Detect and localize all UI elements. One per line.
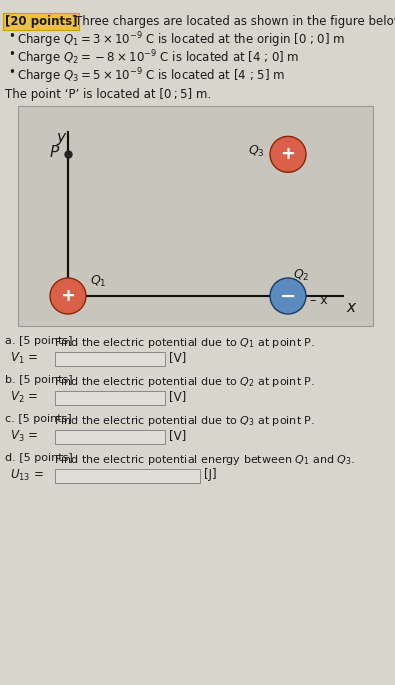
Circle shape (270, 278, 306, 314)
Text: [V]: [V] (169, 351, 186, 364)
Text: a. [5 points]: a. [5 points] (5, 336, 76, 346)
Text: $Q_1$: $Q_1$ (90, 274, 107, 289)
Text: •: • (8, 66, 15, 79)
Text: Charge $Q_3 = 5 \times 10^{-9}$ C is located at [4 ; 5] m: Charge $Q_3 = 5 \times 10^{-9}$ C is loc… (17, 66, 285, 86)
Text: x: x (346, 300, 355, 315)
FancyBboxPatch shape (55, 469, 200, 483)
Text: Find the electric potential due to $Q_1$ at point P.: Find the electric potential due to $Q_1$… (54, 336, 315, 350)
Text: •: • (8, 48, 15, 61)
FancyBboxPatch shape (55, 352, 165, 366)
Text: Charge $Q_2 = -8 \times 10^{-9}$ C is located at [4 ; 0] m: Charge $Q_2 = -8 \times 10^{-9}$ C is lo… (17, 48, 299, 68)
Text: Charge $Q_1 = 3 \times 10^{-9}$ C is located at the origin [0 ; 0] m: Charge $Q_1 = 3 \times 10^{-9}$ C is loc… (17, 30, 345, 49)
Text: [V]: [V] (169, 390, 186, 403)
Text: c. [5 points]: c. [5 points] (5, 414, 75, 424)
Text: $Q_2$: $Q_2$ (293, 268, 309, 283)
Text: $V_1$ =: $V_1$ = (10, 351, 38, 366)
Text: •: • (8, 30, 15, 43)
Text: d. [5 points]: d. [5 points] (5, 453, 76, 463)
Text: Find the electric potential due to $Q_3$ at point P.: Find the electric potential due to $Q_3$… (54, 414, 315, 428)
Circle shape (50, 278, 86, 314)
Circle shape (270, 136, 306, 173)
Text: The point ‘P’ is located at [0 ; 5] m.: The point ‘P’ is located at [0 ; 5] m. (5, 88, 211, 101)
Text: [20 points]: [20 points] (5, 15, 77, 28)
Text: +: + (60, 287, 75, 305)
Text: [J]: [J] (204, 468, 216, 481)
Text: [V]: [V] (169, 429, 186, 442)
Text: $U_{13}$ =: $U_{13}$ = (10, 468, 44, 483)
Text: Find the electric potential energy between $Q_1$ and $Q_3$.: Find the electric potential energy betwe… (54, 453, 355, 467)
FancyBboxPatch shape (55, 430, 165, 444)
Text: $V_3$ =: $V_3$ = (10, 429, 38, 444)
Text: Three charges are located as shown in the figure below.: Three charges are located as shown in th… (75, 15, 395, 28)
FancyBboxPatch shape (18, 106, 373, 326)
Text: $V_2$ =: $V_2$ = (10, 390, 38, 405)
Text: – x: – x (310, 293, 327, 306)
Text: y: y (56, 129, 65, 145)
Text: b. [5 points]: b. [5 points] (5, 375, 76, 385)
Text: P: P (50, 145, 59, 160)
FancyBboxPatch shape (55, 391, 165, 405)
Text: Find the electric potential due to $Q_2$ at point P.: Find the electric potential due to $Q_2$… (54, 375, 315, 389)
Text: −: − (280, 286, 296, 306)
Text: +: + (280, 145, 295, 163)
Text: $Q_3$: $Q_3$ (248, 145, 265, 160)
